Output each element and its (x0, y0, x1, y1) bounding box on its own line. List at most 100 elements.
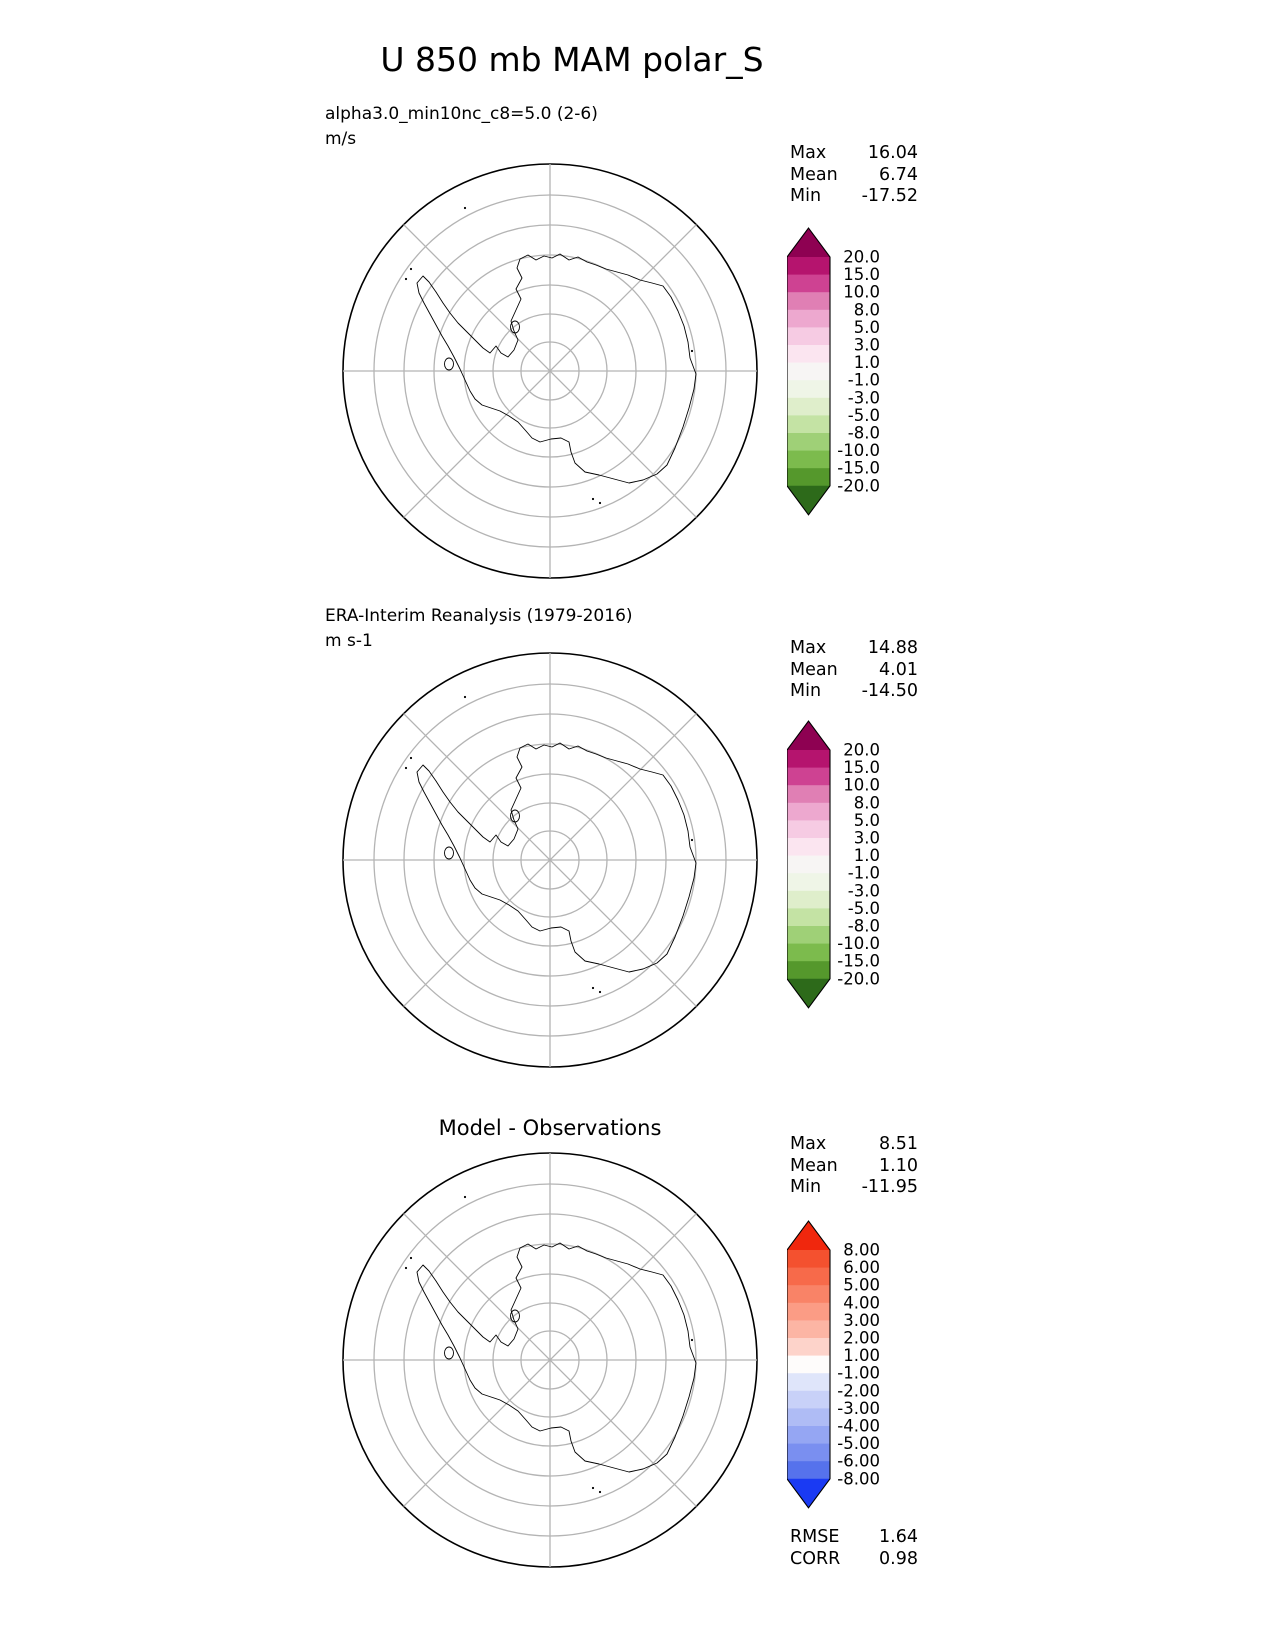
panel1-stats: Max 16.04 Mean 6.74 Min -17.52 (790, 143, 918, 208)
colorbar-segment (787, 433, 830, 451)
stat-value: -11.95 (861, 1177, 918, 1198)
stat-value: 6.74 (879, 164, 918, 185)
colorbar-tick-label: 1.0 (854, 846, 880, 865)
colorbar-segment (787, 257, 830, 275)
stat-label: Max (790, 1134, 827, 1154)
colorbar-tick-label: -8.0 (848, 424, 880, 443)
colorbar-top-arrow (787, 721, 830, 750)
panel3-title: Model - Observations (438, 1116, 662, 1140)
colorbar-tick-label: -3.0 (848, 881, 880, 900)
metric-row: CORR 0.98 (790, 1549, 918, 1571)
colorbar-segment (787, 362, 830, 381)
colorbar-tick-label: 3.00 (843, 1311, 880, 1330)
panel2-map (340, 650, 760, 1070)
stat-label: Min (790, 1177, 822, 1198)
colorbar-bottom-arrow (787, 1478, 830, 1508)
metric-row: RMSE 1.64 (790, 1527, 918, 1549)
colorbar-tick-label: 3.0 (854, 829, 880, 848)
colorbar-tick-label: -3.00 (837, 1399, 880, 1418)
colorbar-segment (787, 1320, 830, 1339)
stat-label: Mean (790, 164, 838, 185)
colorbar-tick-label: 15.0 (843, 758, 880, 777)
colorbar-segment (787, 397, 830, 416)
colorbar-tick-label: -2.00 (837, 1381, 880, 1400)
colorbar-segment (787, 1461, 830, 1480)
stat-value: 1.64 (879, 1527, 918, 1547)
colorbar-tick-label: -1.00 (837, 1364, 880, 1383)
colorbar-top-arrow (787, 1221, 830, 1250)
stat-row: Min -17.52 (790, 186, 918, 208)
colorbar-segment (787, 1338, 830, 1356)
colorbar-bottom-arrow (787, 485, 830, 515)
colorbar-segment (787, 750, 830, 768)
colorbar-segment (787, 785, 830, 804)
stat-value: 4.01 (879, 659, 918, 680)
colorbar-tick-label: -5.0 (848, 406, 880, 425)
panel2-units-label: m s-1 (325, 631, 373, 651)
panel1-run-label: alpha3.0_min10nc_c8=5.0 (2-6) (325, 104, 598, 124)
colorbar-segment (787, 1443, 830, 1462)
panel2-colorbar: 20.015.010.08.05.03.01.0-1.0-3.0-5.0-8.0… (787, 720, 880, 1009)
colorbar-top-arrow (787, 228, 830, 257)
colorbar-tick-label: 4.00 (843, 1293, 880, 1312)
stat-row: Max 8.51 (790, 1134, 918, 1156)
colorbar-tick-label: -8.0 (848, 917, 880, 936)
colorbar-tick-label: 8.0 (854, 793, 880, 812)
colorbar-segment (787, 1285, 830, 1304)
colorbar-tick-label: 6.00 (843, 1258, 880, 1277)
stat-label: Max (790, 638, 827, 658)
colorbar-tick-label: -15.0 (837, 952, 880, 971)
colorbar-tick-label: -15.0 (837, 459, 880, 478)
colorbar-segment (787, 1426, 830, 1444)
colorbar-segment (787, 1390, 830, 1409)
panel1-map (340, 161, 760, 581)
colorbar-segment (787, 943, 830, 962)
colorbar-segment (787, 380, 830, 399)
colorbar-tick-label: 1.0 (854, 353, 880, 372)
colorbar-tick-label: 20.0 (843, 741, 880, 760)
colorbar-segment (787, 926, 830, 944)
colorbar-tick-label: 8.00 (843, 1241, 880, 1260)
colorbar-bottom-arrow (787, 978, 830, 1008)
colorbar-segment (787, 309, 830, 328)
colorbar-tick-label: 5.0 (854, 811, 880, 830)
colorbar-tick-label: -3.0 (848, 388, 880, 407)
stat-value: -17.52 (861, 186, 918, 207)
colorbar-tick-label: -5.00 (837, 1434, 880, 1453)
colorbar-tick-label: 20.0 (843, 248, 880, 267)
colorbar-segment (787, 468, 830, 487)
colorbar-segment (787, 1373, 830, 1392)
colorbar-tick-label: 5.00 (843, 1276, 880, 1295)
colorbar-segment (787, 890, 830, 909)
panel1-subtitle: alpha3.0_min10nc_c8=5.0 (2-6) m/s (325, 102, 598, 152)
colorbar-segment (787, 1355, 830, 1374)
panel1-colorbar: 20.015.010.08.05.03.01.0-1.0-3.0-5.0-8.0… (787, 227, 880, 516)
colorbar-tick-label: -1.0 (848, 864, 880, 883)
colorbar-tick-label: -20.0 (837, 476, 880, 495)
stat-row: Mean 6.74 (790, 165, 918, 187)
colorbar-segment (787, 1408, 830, 1427)
colorbar-tick-label: -6.00 (837, 1452, 880, 1471)
colorbar-tick-label: -8.00 (837, 1469, 880, 1488)
stat-row: Mean 4.01 (790, 660, 918, 682)
colorbar-segment (787, 767, 830, 786)
colorbar-outline (787, 1220, 831, 1509)
stat-row: Min -14.50 (790, 681, 918, 703)
panel2-stats: Max 14.88 Mean 4.01 Min -14.50 (790, 638, 918, 703)
panel1-units-label: m/s (325, 129, 357, 149)
figure-title: U 850 mb MAM polar_S (380, 40, 764, 79)
colorbar-tick-label: 1.00 (843, 1346, 880, 1365)
colorbar-tick-label: -4.00 (837, 1417, 880, 1436)
colorbar-tick-label: -10.0 (837, 934, 880, 953)
colorbar-tick-label: 3.0 (854, 336, 880, 355)
colorbar-tick-label: 5.0 (854, 318, 880, 337)
panel3-map (340, 1150, 760, 1570)
stat-row: Max 14.88 (790, 638, 918, 660)
panel2-subtitle: ERA-Interim Reanalysis (1979-2016) m s-1 (325, 604, 633, 654)
stat-label: Min (790, 681, 822, 702)
stat-value: -14.50 (861, 681, 918, 702)
colorbar-segment (787, 802, 830, 821)
stat-label: Mean (790, 659, 838, 680)
colorbar-segment (787, 327, 830, 346)
